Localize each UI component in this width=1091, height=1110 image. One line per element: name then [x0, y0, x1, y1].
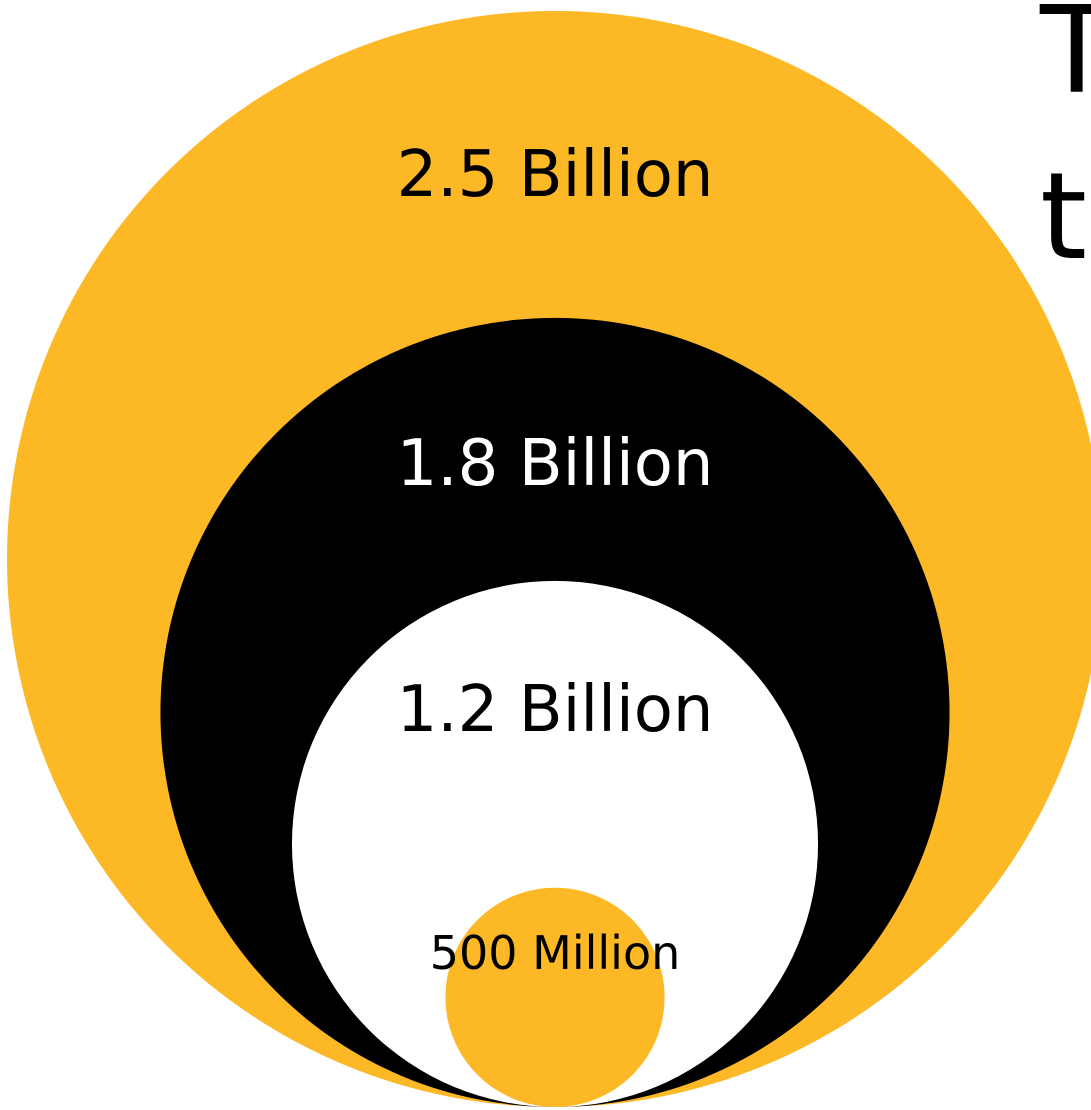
circles-layer [7, 11, 1091, 1107]
circle-4 [445, 887, 665, 1107]
cropped-text-layer: T t [1039, 0, 1091, 287]
circle-label-2: 1.8 Billion [397, 427, 714, 501]
circle-3 [291, 580, 819, 1107]
circle-label-1: 2.5 Billion [397, 138, 714, 212]
circle-label-4: 500 Million [430, 926, 681, 980]
circle-label-3: 1.2 Billion [397, 673, 714, 747]
cropped-title-fragment-1: T [1039, 0, 1091, 121]
labels-layer: 2.5 Billion 1.8 Billion 1.2 Billion 500 Mil… [397, 138, 714, 980]
cropped-title-fragment-2: t [1040, 148, 1087, 287]
